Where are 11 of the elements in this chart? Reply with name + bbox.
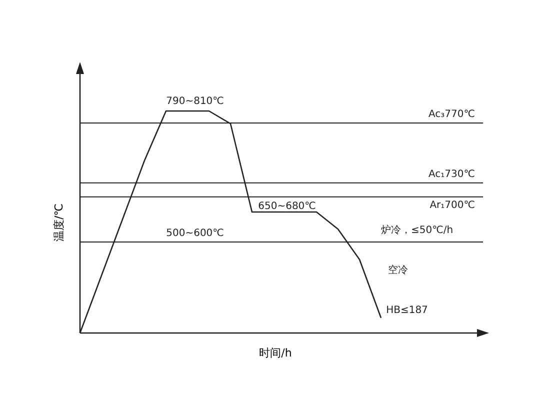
y-axis-title: 温度/℃ — [52, 203, 66, 242]
text: 790~810℃ — [166, 96, 224, 107]
annotation: 500~600℃ — [166, 228, 224, 239]
annotation: 空冷 — [388, 264, 408, 276]
annotation: 炉冷，≤50℃/h — [380, 224, 454, 236]
annotation: HB≤187 — [386, 305, 428, 316]
x-axis-title: 时间/h — [259, 346, 292, 360]
ref-line-label: Ar₁700℃ — [430, 200, 475, 211]
annotation: 650~680℃ — [258, 201, 316, 212]
ref-line-label: Ac₃770℃ — [428, 108, 475, 120]
ref-line-label: Ac₁730℃ — [428, 168, 475, 180]
